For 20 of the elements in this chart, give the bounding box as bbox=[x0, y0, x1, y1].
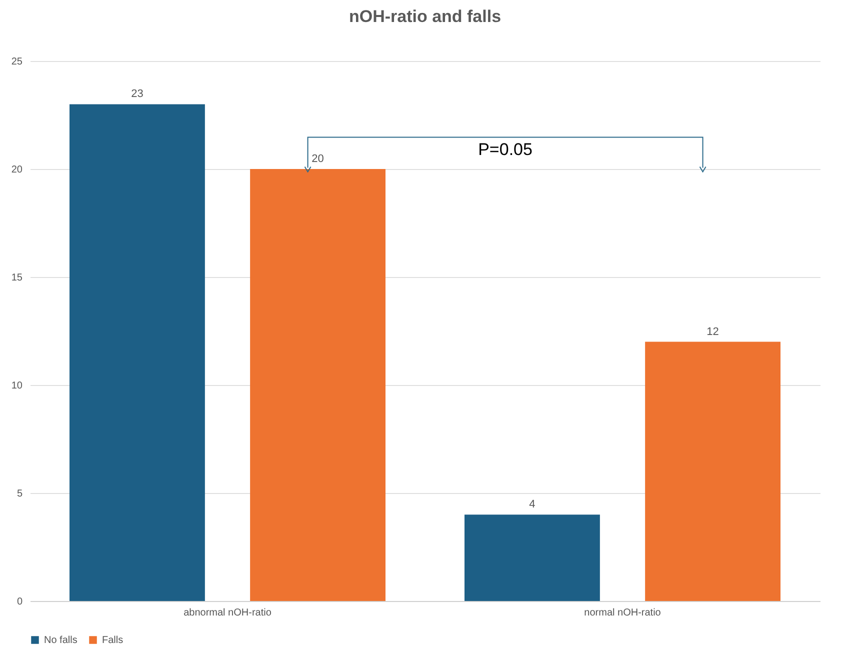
y-tick-label: 25 bbox=[11, 56, 23, 68]
y-tick-label: 15 bbox=[11, 272, 23, 284]
y-tick-label: 5 bbox=[16, 488, 23, 500]
y-tick-label: 20 bbox=[11, 164, 23, 176]
legend-label: Falls bbox=[102, 635, 124, 646]
data-label: 23 bbox=[131, 88, 144, 100]
bar bbox=[645, 342, 780, 601]
y-tick-label: 10 bbox=[11, 380, 23, 392]
y-tick-label: 0 bbox=[16, 596, 23, 608]
bar bbox=[464, 514, 600, 601]
data-label: 20 bbox=[312, 153, 324, 165]
data-label: 4 bbox=[529, 498, 536, 511]
legend-label: No falls bbox=[44, 635, 78, 646]
data-label: 12 bbox=[706, 326, 719, 338]
bar bbox=[70, 104, 205, 601]
x-tick-label: normal nOH-ratio bbox=[584, 608, 662, 618]
chart-title: nOH-ratio and falls bbox=[348, 7, 502, 26]
x-tick-label: abnormal nOH-ratio bbox=[184, 608, 272, 618]
annotation: P=0.05 bbox=[478, 140, 532, 160]
bar bbox=[250, 169, 386, 601]
